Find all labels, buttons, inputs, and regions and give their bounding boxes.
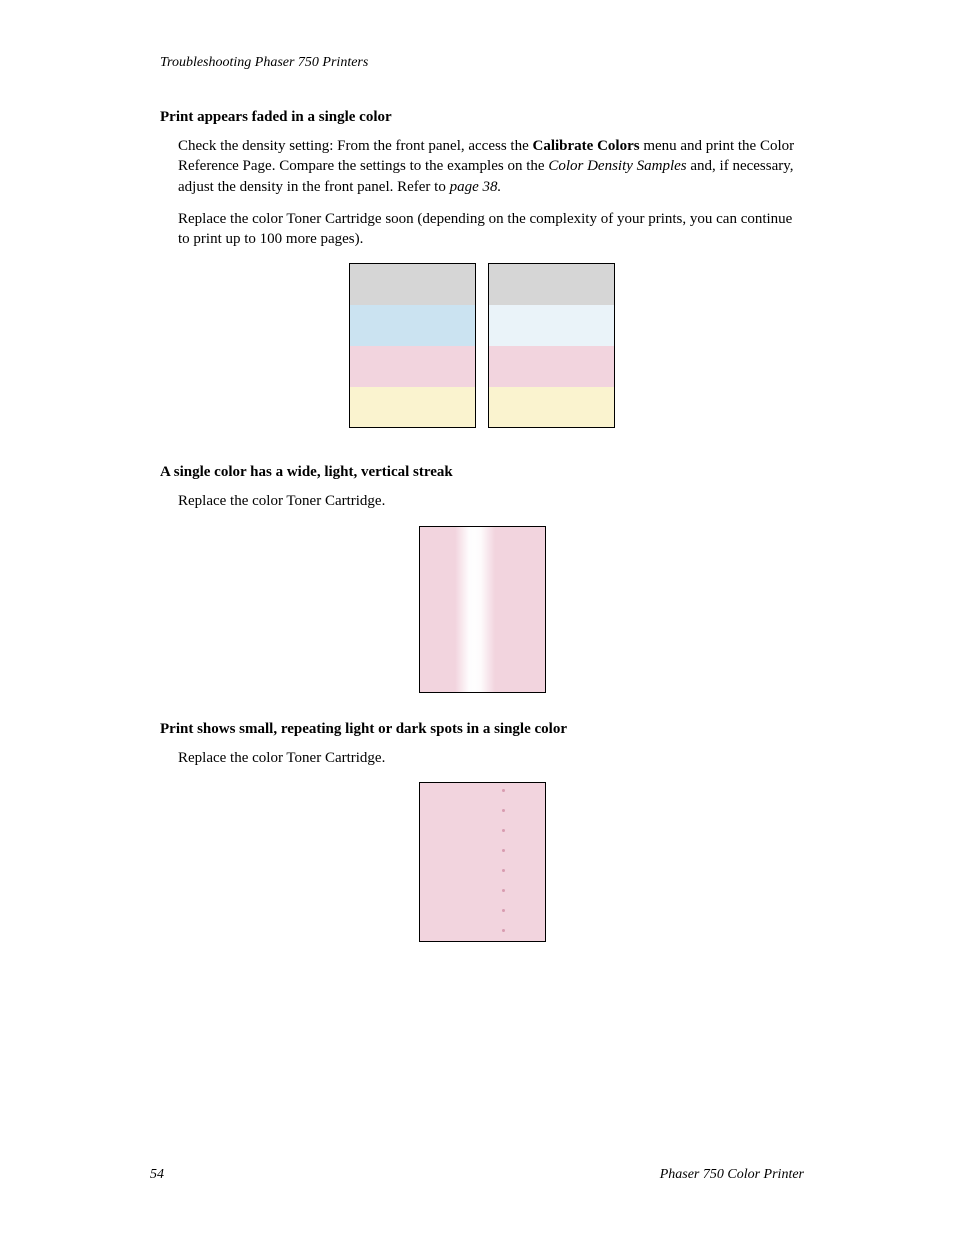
section-heading-faded: Print appears faded in a single color: [160, 109, 804, 126]
swatch-band: [489, 264, 614, 305]
footer-doc-title: Phaser 750 Color Printer: [660, 1167, 804, 1183]
spot: [502, 809, 505, 812]
para-faded-1: Check the density setting: From the fron…: [178, 136, 804, 197]
spot: [502, 889, 505, 892]
swatch-band: [350, 264, 475, 305]
para-spots-1: Replace the color Toner Cartridge.: [178, 748, 804, 768]
swatch-band: [489, 346, 614, 387]
page-number: 54: [150, 1167, 164, 1183]
swatch-band: [489, 305, 614, 346]
swatch-band: [489, 387, 614, 428]
text-italic-pageref: page 38.: [450, 179, 502, 195]
text-italic-density: Color Density Samples: [548, 158, 686, 174]
figure-spots: [160, 782, 804, 942]
section-heading-streak: A single color has a wide, light, vertic…: [160, 464, 804, 481]
para-faded-2: Replace the color Toner Cartridge soon (…: [178, 209, 804, 250]
spot: [502, 869, 505, 872]
spot: [502, 789, 505, 792]
spot: [502, 849, 505, 852]
running-header: Troubleshooting Phaser 750 Printers: [160, 55, 804, 71]
swatch-card-left: [349, 263, 476, 428]
figure-streak: [160, 526, 804, 693]
swatch-band: [350, 387, 475, 428]
spot: [502, 909, 505, 912]
para-streak-1: Replace the color Toner Cartridge.: [178, 491, 804, 511]
page-footer: 54 Phaser 750 Color Printer: [150, 1167, 804, 1183]
spots-card: [419, 782, 546, 942]
text-span: Check the density setting: From the fron…: [178, 138, 533, 154]
swatch-band: [350, 346, 475, 387]
spot: [502, 829, 505, 832]
swatch-band: [350, 305, 475, 346]
page-container: Troubleshooting Phaser 750 Printers Prin…: [0, 0, 954, 1235]
figure-swatch-pair: [160, 263, 804, 428]
swatch-card-right: [488, 263, 615, 428]
text-bold-calibrate: Calibrate Colors: [533, 138, 640, 154]
section-heading-spots: Print shows small, repeating light or da…: [160, 721, 804, 738]
spot: [502, 929, 505, 932]
streak-light: [455, 527, 495, 692]
streak-card: [419, 526, 546, 693]
